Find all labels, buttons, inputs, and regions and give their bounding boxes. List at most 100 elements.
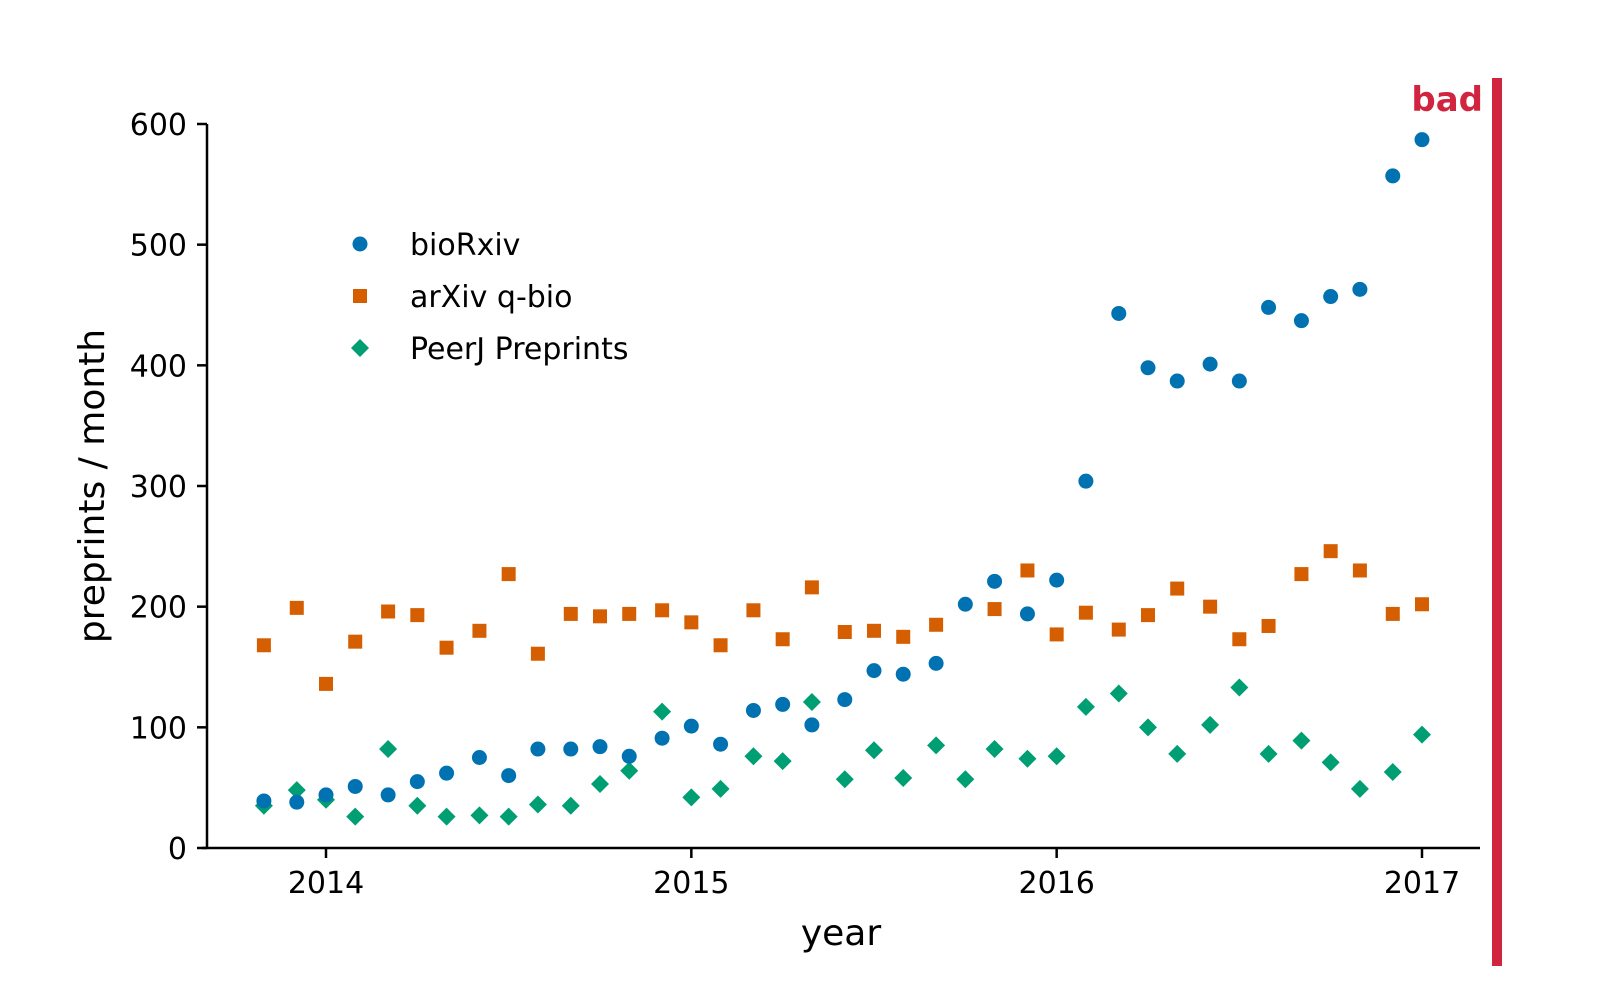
y-tick-label: 300 xyxy=(130,470,187,505)
bad-stamp-bar xyxy=(1492,78,1502,966)
data-point xyxy=(775,696,791,712)
data-point xyxy=(745,702,761,718)
data-point xyxy=(1350,779,1369,798)
data-point xyxy=(985,740,1004,759)
data-point xyxy=(379,740,398,759)
data-point xyxy=(1170,581,1185,596)
data-point xyxy=(1139,718,1157,737)
data-point xyxy=(563,741,579,757)
y-tick-label: 600 xyxy=(130,108,187,143)
data-point xyxy=(620,761,639,780)
data-point xyxy=(1047,747,1066,766)
series-arxiv-q-bio xyxy=(256,544,1429,691)
data-point xyxy=(1352,281,1368,297)
data-point xyxy=(987,573,1003,589)
data-point xyxy=(592,739,608,755)
data-point xyxy=(472,623,487,638)
data-point xyxy=(653,702,672,721)
data-point xyxy=(256,638,271,653)
data-point xyxy=(713,736,729,752)
data-point xyxy=(775,632,790,647)
data-point xyxy=(684,615,699,630)
legend-marker xyxy=(351,339,369,357)
data-point xyxy=(348,634,363,649)
x-tick-label: 2016 xyxy=(1018,866,1094,901)
data-point xyxy=(287,781,306,800)
data-point xyxy=(319,676,333,691)
legend-marker xyxy=(353,289,367,303)
bad-stamp: bad xyxy=(1411,78,1502,966)
data-point xyxy=(837,625,852,640)
data-point xyxy=(318,787,334,803)
legend-label: PeerJ Preprints xyxy=(410,332,628,367)
x-tick-label: 2015 xyxy=(653,866,729,901)
data-point xyxy=(1018,749,1037,768)
data-point xyxy=(1109,684,1128,703)
data-point xyxy=(437,807,456,826)
data-point xyxy=(865,741,883,760)
data-point xyxy=(409,774,425,790)
legend-marker xyxy=(352,236,368,252)
y-tick-label: 100 xyxy=(130,711,187,746)
data-point xyxy=(501,768,517,784)
data-point xyxy=(621,748,637,764)
data-point xyxy=(683,718,699,734)
data-point xyxy=(804,580,819,595)
data-point xyxy=(530,741,546,757)
series-peerj-preprints xyxy=(254,678,1431,826)
data-point xyxy=(1413,725,1431,744)
data-point xyxy=(682,788,701,807)
data-point xyxy=(1261,618,1276,633)
legend-item: bioRxiv xyxy=(352,228,520,263)
legend-label: arXiv q-bio xyxy=(410,280,573,315)
series-biorxiv xyxy=(256,132,1430,810)
data-point xyxy=(1078,473,1094,489)
data-point xyxy=(347,778,363,794)
data-point xyxy=(957,596,973,612)
data-point xyxy=(746,603,761,618)
data-point xyxy=(927,736,946,755)
y-axis-title: preprints / month xyxy=(72,329,113,643)
data-point xyxy=(1141,608,1155,623)
points-layer xyxy=(254,132,1431,826)
data-point xyxy=(1261,299,1277,315)
data-point xyxy=(501,567,516,582)
data-point xyxy=(1321,753,1340,772)
y-axis: 0 100 200 300 400 500 600 preprints / month xyxy=(72,108,209,867)
data-point xyxy=(956,770,975,789)
data-point xyxy=(1111,622,1126,637)
data-point xyxy=(561,796,580,815)
bad-stamp-label: bad xyxy=(1411,80,1483,120)
data-point xyxy=(346,807,365,826)
data-point xyxy=(1020,563,1035,578)
data-point xyxy=(1078,605,1093,620)
data-point xyxy=(471,750,487,765)
data-point xyxy=(802,692,821,711)
y-ticks: 0 100 200 300 400 500 600 xyxy=(130,108,207,867)
data-point xyxy=(1203,599,1218,614)
data-point xyxy=(1415,597,1429,612)
legend-item: PeerJ Preprints xyxy=(351,332,628,367)
data-point xyxy=(1259,744,1278,763)
data-point xyxy=(1414,132,1430,148)
data-point xyxy=(380,787,396,803)
data-point xyxy=(591,775,609,794)
data-point xyxy=(381,604,396,619)
data-point xyxy=(654,730,670,746)
data-point xyxy=(439,640,454,655)
legend-label: bioRxiv xyxy=(410,228,520,263)
data-point xyxy=(1111,305,1127,321)
data-point xyxy=(1292,731,1311,750)
x-axis-title: year xyxy=(801,913,882,954)
x-tick-label: 2014 xyxy=(288,866,364,901)
data-point xyxy=(773,752,792,771)
y-tick-label: 0 xyxy=(168,832,187,867)
data-point xyxy=(835,770,854,789)
data-point xyxy=(410,608,425,623)
data-point xyxy=(895,666,911,682)
data-point xyxy=(1169,373,1185,389)
data-point xyxy=(804,717,820,733)
x-axis: 2014 2015 2016 2017 year xyxy=(202,846,1480,954)
data-point xyxy=(929,617,944,632)
